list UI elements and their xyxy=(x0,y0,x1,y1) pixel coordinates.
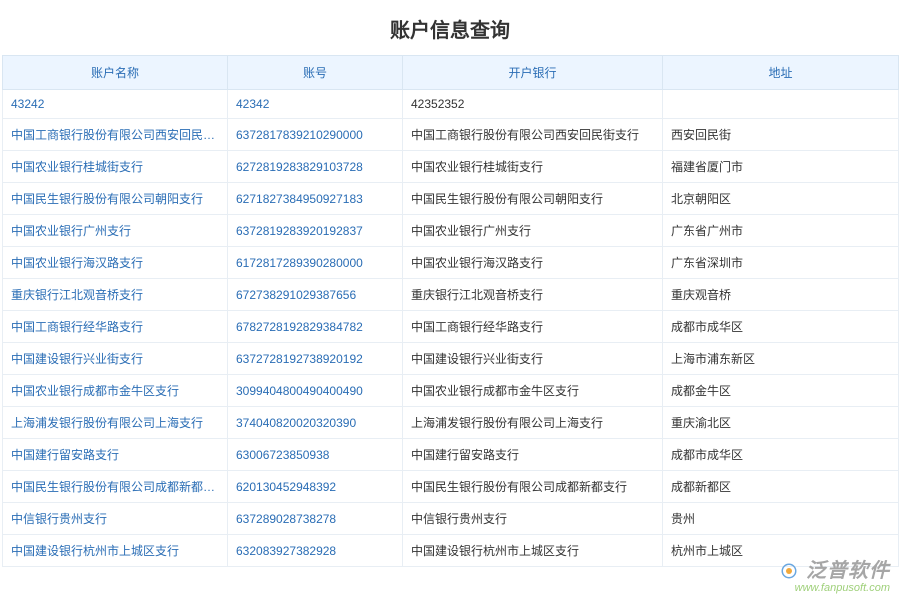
table-row: 中国农业银行桂城街支行6272819283829103728中国农业银行桂城街支… xyxy=(3,151,899,183)
watermark-url: www.fanpusoft.com xyxy=(780,582,890,594)
table-row: 中国民生银行股份有限公司朝阳支行6271827384950927183中国民生银… xyxy=(3,183,899,215)
col-header-account: 账号 xyxy=(228,56,403,90)
cell-name[interactable]: 中国农业银行桂城街支行 xyxy=(3,151,228,183)
watermark: 泛普软件 www.fanpusoft.com xyxy=(780,560,890,594)
cell-name[interactable]: 中国农业银行成都市金牛区支行 xyxy=(3,375,228,407)
cell-address: 上海市浦东新区 xyxy=(663,343,899,375)
cell-account[interactable]: 6271827384950927183 xyxy=(228,183,403,215)
cell-name[interactable]: 重庆银行江北观音桥支行 xyxy=(3,279,228,311)
cell-address: 成都市成华区 xyxy=(663,311,899,343)
cell-address: 福建省厦门市 xyxy=(663,151,899,183)
cell-bank: 中国民生银行股份有限公司成都新都支行 xyxy=(403,471,663,503)
cell-address: 广东省深圳市 xyxy=(663,247,899,279)
col-header-address: 地址 xyxy=(663,56,899,90)
cell-address: 贵州 xyxy=(663,503,899,535)
cell-account[interactable]: 374040820020320390 xyxy=(228,407,403,439)
cell-account[interactable]: 637289028738278 xyxy=(228,503,403,535)
cell-bank: 中国工商银行经华路支行 xyxy=(403,311,663,343)
cell-name[interactable]: 上海浦发银行股份有限公司上海支行 xyxy=(3,407,228,439)
cell-name[interactable]: 43242 xyxy=(3,90,228,119)
cell-account[interactable]: 6272819283829103728 xyxy=(228,151,403,183)
cell-address: 西安回民街 xyxy=(663,119,899,151)
cell-address: 成都金牛区 xyxy=(663,375,899,407)
cell-name[interactable]: 中国工商银行经华路支行 xyxy=(3,311,228,343)
cell-address: 成都市成华区 xyxy=(663,439,899,471)
cell-address xyxy=(663,90,899,119)
table-row: 中信银行贵州支行637289028738278中信银行贵州支行贵州 xyxy=(3,503,899,535)
cell-address: 重庆渝北区 xyxy=(663,407,899,439)
table-row: 中国农业银行成都市金牛区支行3099404800490400490中国农业银行成… xyxy=(3,375,899,407)
table-row: 中国民生银行股份有限公司成都新都支行620130452948392中国民生银行股… xyxy=(3,471,899,503)
cell-account[interactable]: 620130452948392 xyxy=(228,471,403,503)
cell-name[interactable]: 中国建设银行杭州市上城区支行 xyxy=(3,535,228,567)
cell-address: 成都新都区 xyxy=(663,471,899,503)
cell-bank: 中国建设银行杭州市上城区支行 xyxy=(403,535,663,567)
cell-bank: 中国农业银行桂城街支行 xyxy=(403,151,663,183)
cell-name[interactable]: 中国民生银行股份有限公司朝阳支行 xyxy=(3,183,228,215)
cell-name[interactable]: 中国建设银行兴业街支行 xyxy=(3,343,228,375)
cell-account[interactable]: 6372819283920192837 xyxy=(228,215,403,247)
cell-address: 北京朝阳区 xyxy=(663,183,899,215)
cell-bank: 中国建行留安路支行 xyxy=(403,439,663,471)
table-row: 中国工商银行股份有限公司西安回民街支行6372817839210290000中国… xyxy=(3,119,899,151)
cell-bank: 重庆银行江北观音桥支行 xyxy=(403,279,663,311)
cell-bank: 中国农业银行广州支行 xyxy=(403,215,663,247)
table-row: 上海浦发银行股份有限公司上海支行374040820020320390上海浦发银行… xyxy=(3,407,899,439)
cell-account[interactable]: 63006723850938 xyxy=(228,439,403,471)
table-row: 432424234242352352 xyxy=(3,90,899,119)
cell-name[interactable]: 中国工商银行股份有限公司西安回民街支行 xyxy=(3,119,228,151)
cell-bank: 中信银行贵州支行 xyxy=(403,503,663,535)
cell-account[interactable]: 632083927382928 xyxy=(228,535,403,567)
cell-bank: 中国农业银行海汉路支行 xyxy=(403,247,663,279)
account-table: 账户名称账号开户银行地址 432424234242352352中国工商银行股份有… xyxy=(2,55,899,567)
watermark-brand: 泛普软件 xyxy=(806,560,890,582)
col-header-bank: 开户银行 xyxy=(403,56,663,90)
cell-bank: 中国工商银行股份有限公司西安回民街支行 xyxy=(403,119,663,151)
cell-account[interactable]: 6372728192738920192 xyxy=(228,343,403,375)
cell-name[interactable]: 中国建行留安路支行 xyxy=(3,439,228,471)
table-row: 中国农业银行海汉路支行6172817289390280000中国农业银行海汉路支… xyxy=(3,247,899,279)
cell-account[interactable]: 6782728192829384782 xyxy=(228,311,403,343)
cell-bank: 42352352 xyxy=(403,90,663,119)
table-row: 中国工商银行经华路支行6782728192829384782中国工商银行经华路支… xyxy=(3,311,899,343)
cell-name[interactable]: 中国民生银行股份有限公司成都新都支行 xyxy=(3,471,228,503)
cell-address: 广东省广州市 xyxy=(663,215,899,247)
table-row: 中国建行留安路支行63006723850938中国建行留安路支行成都市成华区 xyxy=(3,439,899,471)
table-row: 中国建设银行兴业街支行6372728192738920192中国建设银行兴业街支… xyxy=(3,343,899,375)
cell-bank: 中国民生银行股份有限公司朝阳支行 xyxy=(403,183,663,215)
cell-name[interactable]: 中国农业银行广州支行 xyxy=(3,215,228,247)
table-header-row: 账户名称账号开户银行地址 xyxy=(3,56,899,90)
cell-account[interactable]: 6172817289390280000 xyxy=(228,247,403,279)
cell-address: 重庆观音桥 xyxy=(663,279,899,311)
cell-bank: 中国农业银行成都市金牛区支行 xyxy=(403,375,663,407)
table-row: 重庆银行江北观音桥支行6727382910293876​56重庆银行江北观音桥支… xyxy=(3,279,899,311)
cell-bank: 上海浦发银行股份有限公司上海支行 xyxy=(403,407,663,439)
cell-name[interactable]: 中信银行贵州支行 xyxy=(3,503,228,535)
table-row: 中国建设银行杭州市上城区支行632083927382928中国建设银行杭州市上城… xyxy=(3,535,899,567)
col-header-name: 账户名称 xyxy=(3,56,228,90)
cell-bank: 中国建设银行兴业街支行 xyxy=(403,343,663,375)
cell-account[interactable]: 6372817839210290000 xyxy=(228,119,403,151)
page-title: 账户信息查询 xyxy=(0,0,900,55)
table-row: 中国农业银行广州支行6372819283920192837中国农业银行广州支行广… xyxy=(3,215,899,247)
cell-account[interactable]: 3099404800490400490 xyxy=(228,375,403,407)
cell-name[interactable]: 中国农业银行海汉路支行 xyxy=(3,247,228,279)
cell-account[interactable]: 6727382910293876​56 xyxy=(228,279,403,311)
cell-account[interactable]: 42342 xyxy=(228,90,403,119)
logo-icon xyxy=(780,562,798,580)
